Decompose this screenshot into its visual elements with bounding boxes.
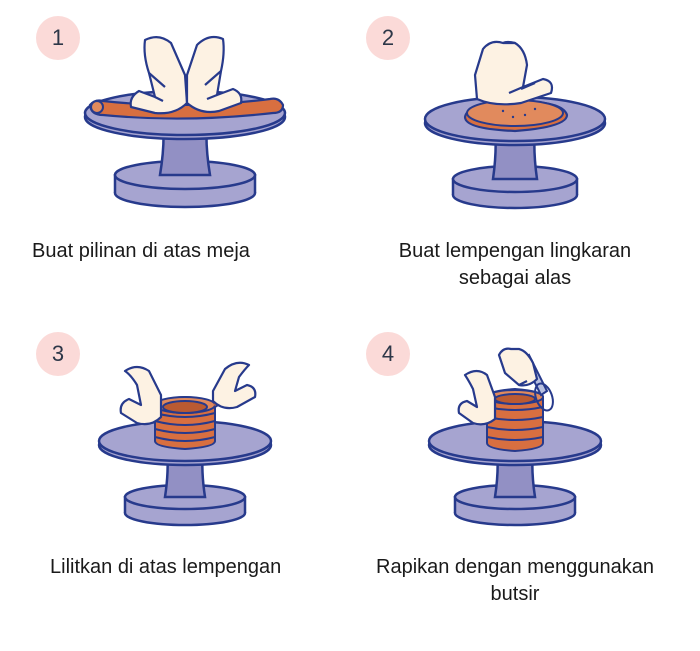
step-number: 1 [52, 25, 64, 51]
hands-icon [131, 37, 242, 113]
step-number-badge: 2 [366, 16, 410, 60]
step-number-badge: 1 [36, 16, 80, 60]
step-number: 4 [382, 341, 394, 367]
steps-grid: 1 [0, 0, 700, 651]
step-caption: Buat lempengan lingkaran sebagai alas [360, 238, 670, 292]
step-number: 3 [52, 341, 64, 367]
step-caption: Rapikan dengan menggunakan butsir [360, 554, 670, 608]
step-number-badge: 4 [366, 332, 410, 376]
step-number: 2 [382, 25, 394, 51]
step-1: 1 [30, 10, 340, 316]
hand-icon [475, 42, 552, 104]
step-4: 4 [360, 326, 670, 632]
step-number-badge: 3 [36, 332, 80, 376]
step-caption: Lilitkan di atas lempengan [30, 554, 291, 581]
illustration-1 [30, 20, 340, 220]
step-3: 3 [30, 326, 340, 632]
illustration-2 [360, 20, 670, 220]
step-caption: Buat pilinan di atas meja [30, 238, 260, 265]
step-2: 2 [360, 10, 670, 316]
